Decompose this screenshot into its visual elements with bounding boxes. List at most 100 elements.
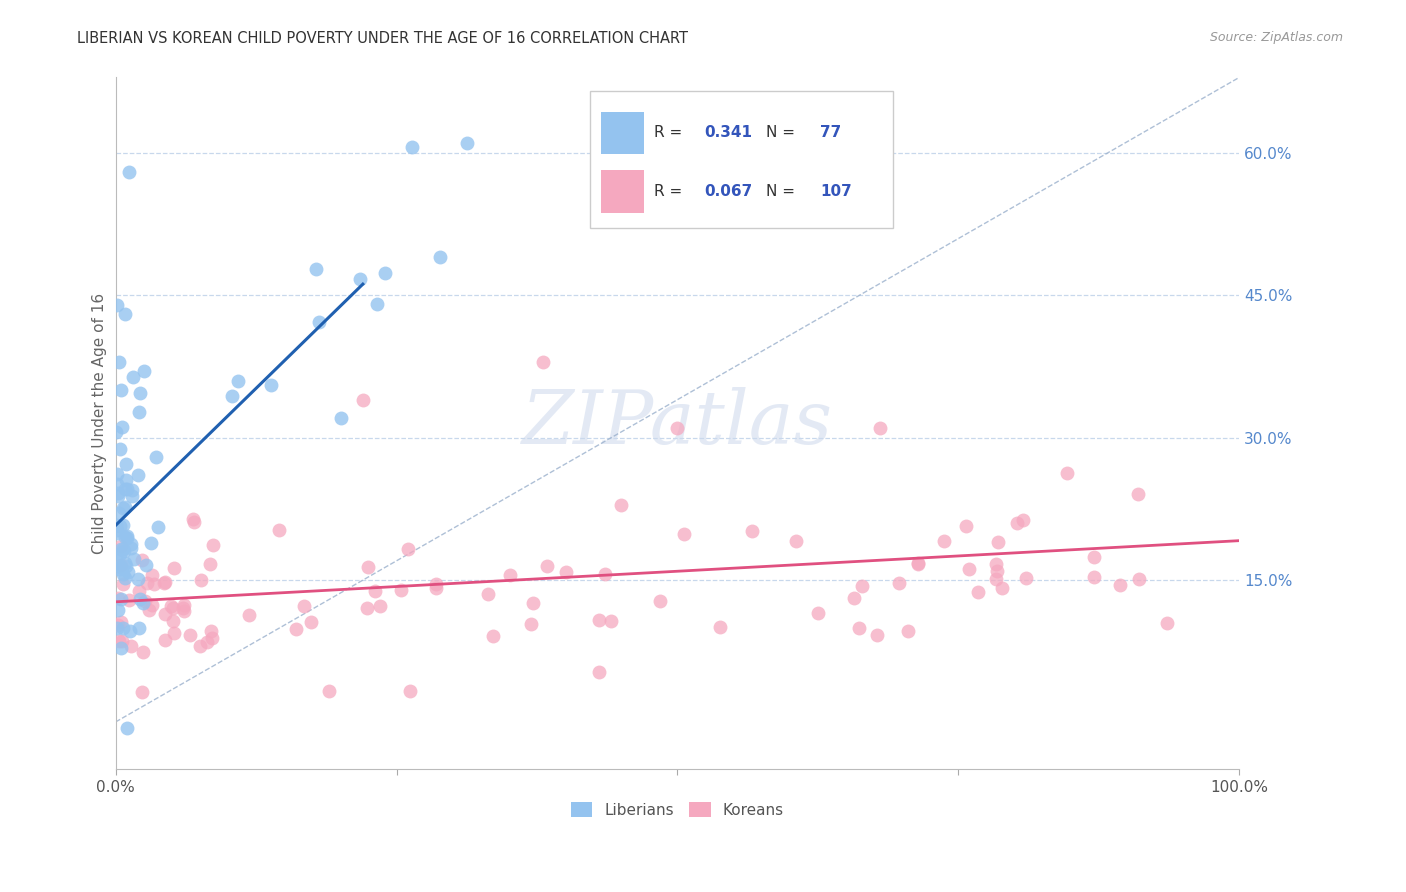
- Point: [121, 489, 143, 503]
- Point: [117, 482, 139, 496]
- Point: [1083, 570, 1105, 584]
- Point: [153, 632, 176, 647]
- Point: [115, 531, 138, 545]
- Point: [162, 625, 184, 640]
- Text: ZIPatlas: ZIPatlas: [522, 387, 832, 459]
- Point: [1156, 615, 1178, 630]
- Text: 107: 107: [820, 184, 852, 199]
- Point: [110, 541, 132, 556]
- Point: [399, 684, 422, 698]
- Point: [163, 561, 186, 575]
- Point: [117, 721, 139, 735]
- Point: [120, 624, 142, 638]
- Point: [986, 572, 1008, 586]
- Point: [110, 547, 132, 561]
- Point: [1005, 516, 1028, 530]
- Point: [308, 315, 330, 329]
- Point: [110, 559, 132, 574]
- Point: [741, 524, 763, 538]
- Point: [132, 645, 155, 659]
- Point: [709, 620, 731, 634]
- Point: [318, 684, 340, 698]
- Point: [112, 541, 135, 556]
- Point: [1128, 572, 1150, 586]
- Point: [108, 355, 131, 369]
- Point: [111, 420, 134, 434]
- Point: [1012, 513, 1035, 527]
- Point: [866, 628, 889, 642]
- Point: [357, 559, 380, 574]
- Point: [456, 136, 478, 150]
- Point: [107, 591, 129, 605]
- Point: [934, 534, 956, 549]
- Point: [1083, 550, 1105, 565]
- FancyBboxPatch shape: [589, 91, 893, 228]
- Point: [848, 621, 870, 635]
- Point: [114, 530, 136, 544]
- Point: [146, 520, 169, 534]
- Point: [132, 364, 155, 378]
- Point: [201, 632, 224, 646]
- Point: [1126, 487, 1149, 501]
- Point: [1056, 467, 1078, 481]
- Point: [117, 565, 139, 579]
- Point: [162, 600, 184, 615]
- Point: [162, 614, 184, 628]
- Point: [957, 562, 980, 576]
- Point: [114, 571, 136, 585]
- Point: [115, 528, 138, 542]
- Point: [107, 562, 129, 576]
- Point: [118, 165, 141, 179]
- Point: [128, 592, 150, 607]
- Point: [143, 577, 166, 591]
- Point: [131, 684, 153, 698]
- Point: [128, 385, 150, 400]
- Text: 77: 77: [820, 125, 841, 140]
- Point: [429, 251, 451, 265]
- Point: [869, 421, 891, 435]
- Point: [112, 501, 135, 516]
- Point: [107, 486, 129, 500]
- Point: [120, 639, 142, 653]
- Point: [363, 583, 385, 598]
- Point: [522, 596, 544, 610]
- Point: [138, 603, 160, 617]
- Point: [238, 607, 260, 622]
- Point: [666, 421, 689, 435]
- Point: [141, 568, 163, 582]
- Point: [425, 577, 447, 591]
- Point: [188, 639, 211, 653]
- Text: N =: N =: [766, 125, 800, 140]
- Point: [105, 523, 128, 537]
- Point: [425, 581, 447, 595]
- Point: [110, 640, 132, 655]
- Point: [114, 500, 136, 515]
- Point: [108, 518, 131, 533]
- Point: [105, 621, 128, 635]
- Point: [122, 552, 145, 566]
- Point: [105, 476, 128, 491]
- Point: [588, 613, 610, 627]
- Point: [221, 389, 243, 403]
- Point: [107, 618, 129, 632]
- Point: [183, 515, 205, 529]
- Point: [114, 457, 136, 471]
- Point: [108, 633, 131, 648]
- Point: [1109, 578, 1132, 592]
- Point: [173, 598, 195, 612]
- Point: [128, 405, 150, 419]
- Point: [588, 665, 610, 680]
- Point: [131, 553, 153, 567]
- Point: [153, 574, 176, 589]
- Point: [110, 558, 132, 572]
- Point: [1015, 571, 1038, 585]
- Point: [305, 261, 328, 276]
- Point: [105, 549, 128, 564]
- Point: [141, 599, 163, 613]
- Text: Source: ZipAtlas.com: Source: ZipAtlas.com: [1209, 31, 1343, 45]
- Point: [610, 498, 633, 512]
- Point: [179, 628, 201, 642]
- Point: [284, 623, 307, 637]
- Point: [499, 567, 522, 582]
- Point: [105, 425, 128, 439]
